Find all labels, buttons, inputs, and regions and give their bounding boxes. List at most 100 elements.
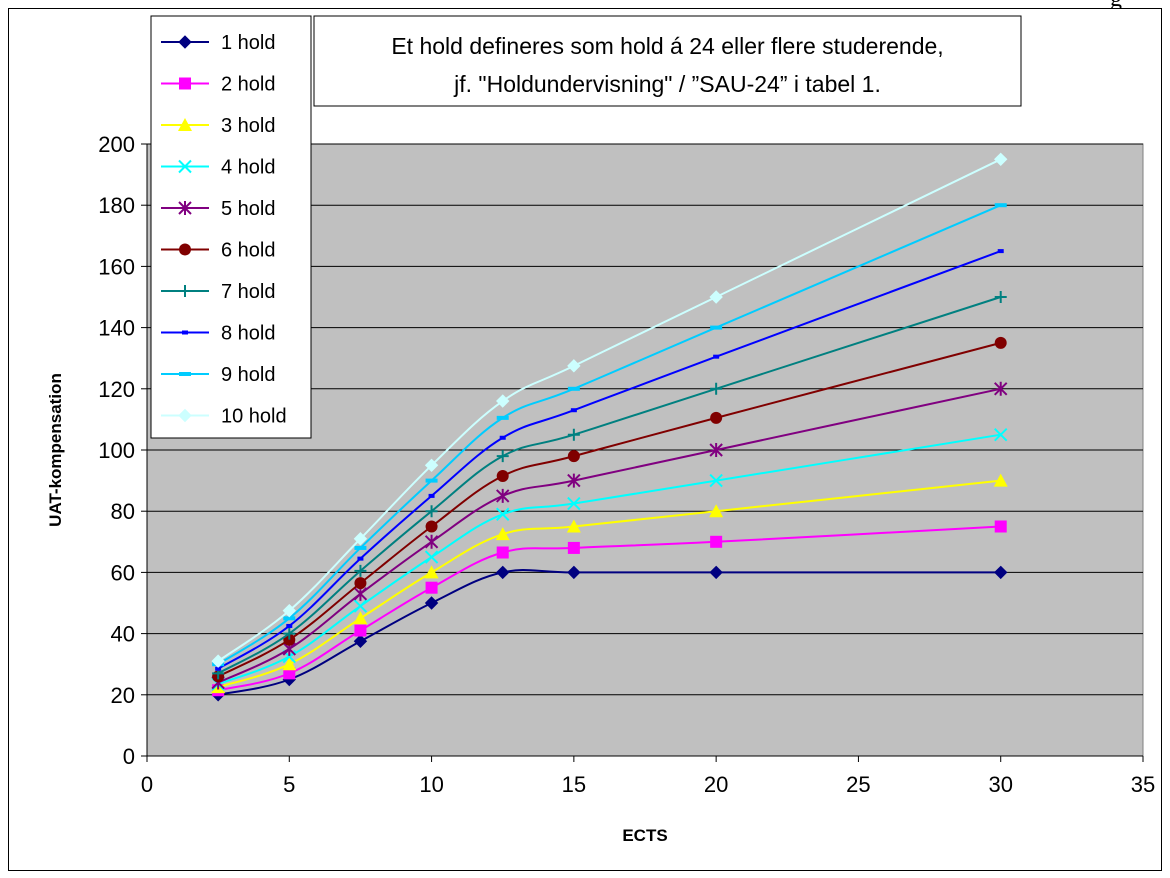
x-tick-label: 25 (846, 772, 870, 797)
annotation-line: Et hold defineres som hold á 24 eller fl… (391, 33, 943, 59)
x-tick-label: 35 (1131, 772, 1155, 797)
data-point-marker (424, 534, 439, 549)
data-point-marker (994, 152, 1008, 167)
legend-item: 5 hold (161, 198, 276, 220)
data-point-marker (211, 654, 225, 668)
data-point-marker (567, 450, 580, 463)
data-point-marker (713, 354, 720, 359)
data-point-marker (709, 565, 723, 580)
annotation-box (313, 15, 1022, 107)
data-point-marker (567, 428, 580, 441)
data-point-marker (994, 203, 1007, 208)
data-point-marker (710, 411, 723, 424)
y-tick-label: 20 (111, 683, 135, 708)
data-point-marker (424, 596, 439, 610)
chart-frame: 0 20 40 60 80 100 120 140 160 180 200 0 5 10 15 20 25 30 3… (8, 8, 1162, 871)
x-axis-title: ECTS (622, 826, 667, 845)
legend-item: 8 hold (161, 323, 276, 345)
data-point-marker (567, 386, 580, 391)
data-point-marker (178, 201, 192, 215)
data-point-marker (567, 565, 581, 580)
data-point-marker (496, 507, 510, 521)
data-point-marker (354, 545, 367, 550)
data-point-marker (179, 243, 191, 256)
data-point-marker (282, 657, 297, 671)
data-point-marker (425, 581, 438, 594)
legend-item: 3 hold (161, 115, 276, 137)
data-point-marker (282, 603, 296, 618)
y-tick-label: 80 (111, 499, 135, 524)
legend-label: 6 hold (221, 240, 276, 262)
data-point-marker (428, 493, 435, 498)
legend-label: 7 hold (221, 281, 276, 303)
data-point-marker (566, 519, 581, 533)
data-point-marker (994, 336, 1007, 349)
x-tick-label: 5 (283, 772, 295, 797)
series-7 (212, 291, 1007, 680)
series-5 (211, 381, 1008, 690)
data-point-marker (709, 443, 723, 457)
data-point-marker (283, 667, 296, 680)
data-point-marker (709, 504, 724, 518)
legend-label: 9 hold (221, 364, 276, 386)
data-point-marker (496, 470, 509, 483)
x-tick-label: 15 (562, 772, 586, 797)
annotation: Et hold defineres som hold á 24 eller fl… (313, 15, 1022, 107)
line-chart: 0 20 40 60 80 100 120 140 160 180 200 0 5 10 15 20 25 30 3… (46, 15, 1155, 845)
y-tick-label: 40 (111, 622, 135, 647)
y-tick-label: 140 (98, 316, 135, 341)
data-point-marker (286, 623, 293, 628)
data-point-marker (496, 488, 510, 503)
data-point-marker (567, 541, 580, 554)
data-point-marker (353, 586, 368, 601)
data-point-marker (215, 666, 222, 671)
legend-label: 3 hold (221, 115, 276, 137)
annotation-line: jf. "Holdundervisning" / ”SAU-24” i tabe… (453, 71, 881, 97)
data-point-marker (710, 325, 723, 330)
data-point-marker (496, 565, 510, 580)
data-point-marker (182, 330, 188, 335)
series-10 (211, 152, 1008, 668)
legend-item: 7 hold (161, 281, 276, 303)
data-point-marker (495, 527, 510, 541)
data-point-marker (178, 35, 192, 49)
data-point-marker (179, 285, 191, 297)
data-point-marker (997, 249, 1004, 254)
data-point-marker (496, 415, 509, 420)
series-line (217, 204, 1002, 666)
data-point-marker (179, 372, 191, 376)
data-point-marker (179, 77, 191, 90)
data-point-marker (283, 627, 296, 640)
data-point-marker (353, 611, 368, 625)
series-3 (211, 473, 1008, 694)
legend-label: 2 hold (221, 74, 276, 96)
data-point-marker (994, 520, 1007, 533)
data-point-marker (496, 450, 509, 463)
data-point-marker (354, 624, 367, 637)
y-tick-label: 200 (98, 132, 135, 157)
data-point-marker (424, 565, 439, 579)
data-point-marker (709, 473, 723, 488)
data-point-marker (710, 382, 723, 395)
legend-item: 6 hold (161, 240, 276, 262)
data-point-marker (178, 408, 192, 423)
y-axis-title: UAT-kompensation (46, 373, 65, 527)
data-point-marker (354, 577, 367, 590)
data-point-marker (354, 564, 367, 577)
legend-item: 2 hold (161, 74, 276, 96)
data-point-marker (994, 291, 1007, 303)
data-point-marker (567, 496, 581, 511)
y-tick-label: 0 (123, 744, 135, 769)
legend-label: 4 hold (221, 157, 276, 179)
data-point-marker (353, 634, 368, 648)
data-point-marker (424, 550, 439, 564)
data-point-marker (425, 478, 438, 483)
y-tick-label: 120 (98, 377, 135, 402)
series-6 (212, 336, 1007, 683)
data-point-marker (353, 599, 368, 613)
series-8 (215, 249, 1004, 671)
data-point-marker (709, 290, 723, 304)
data-point-marker (993, 473, 1008, 487)
data-point-marker (496, 546, 509, 559)
data-point-marker (283, 616, 296, 621)
